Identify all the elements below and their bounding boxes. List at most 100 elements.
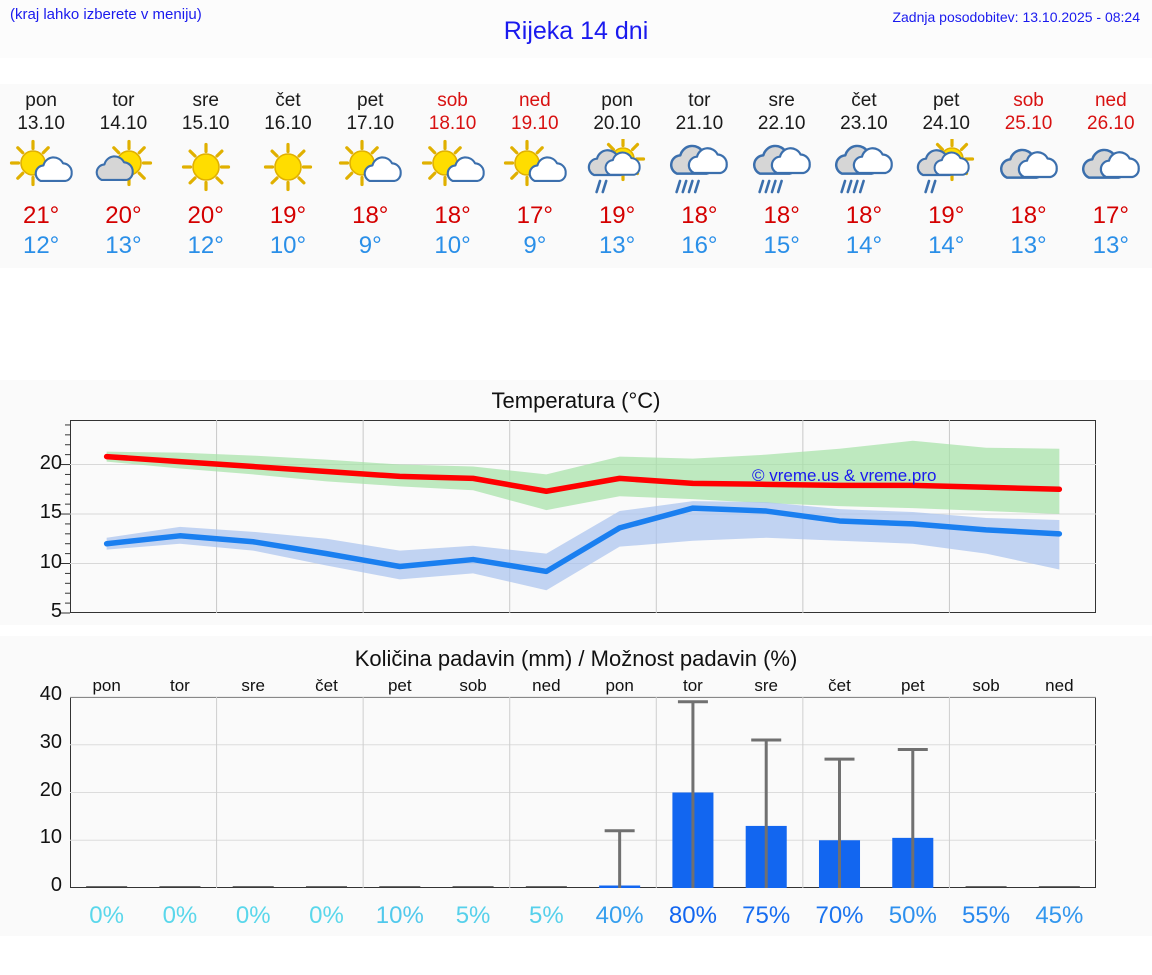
day-min-temp: 9° (358, 232, 382, 259)
day-name: čet (851, 90, 877, 111)
precipitation-day-label: čet (828, 676, 851, 695)
day-name: pet (933, 90, 960, 111)
day-min-temp: 16° (681, 232, 718, 259)
day-max-temp: 19° (269, 202, 307, 229)
precipitation-y-tick-label: 40 (39, 683, 62, 705)
day-min-temp: 14° (928, 232, 965, 259)
day-column[interactable]: ned 26.10 17° 13° (1070, 84, 1152, 268)
day-column[interactable]: sob 18.10 18° 10° (411, 84, 493, 268)
day-column[interactable]: čet 16.10 19° 10° (247, 84, 329, 268)
day-max-temp: 17° (516, 202, 553, 229)
weather-icon-sun-cloud (412, 139, 494, 195)
precipitation-chart-title: Količina padavin (mm) / Možnost padavin … (354, 646, 798, 671)
day-max-temp: 18° (845, 202, 883, 229)
day-column[interactable]: pon 13.10 21° 12° (0, 84, 82, 268)
day-column[interactable]: pet 17.10 18° 9° (329, 84, 411, 268)
day-max-temp: 18° (1010, 202, 1047, 229)
weather-icon-cloud (1070, 139, 1152, 195)
precipitation-y-tick-label: 20 (39, 778, 62, 801)
day-min-temp: 12° (22, 232, 60, 259)
day-date: 16.10 (264, 113, 312, 134)
day-max-temp: 21° (22, 202, 60, 229)
weather-icon-sun-cloud (494, 139, 576, 195)
weather-icon-sun-cloud (0, 139, 82, 195)
precipitation-probability-label: 0% (309, 902, 344, 929)
precipitation-probability-label: 0% (235, 902, 271, 929)
day-name: tor (688, 90, 711, 111)
weather-icon-sun (247, 139, 329, 195)
weather-icon-sun-cloud (329, 139, 411, 195)
day-name: sre (192, 90, 219, 111)
day-min-temp: 15° (763, 232, 800, 259)
day-max-temp: 17° (1092, 202, 1129, 229)
precipitation-probability-label: 80% (668, 902, 717, 929)
precipitation-day-label: pon (92, 676, 121, 695)
temperature-y-tick-label: 15 (39, 501, 62, 524)
day-date: 22.10 (757, 113, 806, 134)
day-min-temp: 13° (1092, 232, 1129, 259)
day-column[interactable]: sre 22.10 18° 15° (741, 84, 823, 268)
copyright-watermark: © vreme.us & vreme.pro (752, 466, 937, 485)
day-name: čet (275, 90, 301, 111)
day-column[interactable]: sob 25.10 18° 13° (987, 84, 1069, 268)
day-name: tor (112, 90, 135, 111)
precipitation-probability-label: 5% (455, 902, 491, 929)
day-date: 24.10 (922, 113, 970, 134)
weather-icon-cloud-rain (658, 139, 740, 195)
day-column[interactable]: sre 15.10 20° 12° (165, 84, 247, 268)
day-name: pet (357, 90, 384, 111)
day-column[interactable]: tor 14.10 20° 13° (82, 84, 164, 268)
day-name: sre (768, 90, 795, 111)
precipitation-probability-label: 50% (888, 902, 937, 929)
day-max-temp: 18° (434, 202, 471, 229)
day-date: 17.10 (346, 113, 395, 134)
day-date: 19.10 (511, 113, 559, 134)
precipitation-y-tick-label: 0 (50, 874, 62, 896)
day-name: ned (1094, 90, 1127, 111)
precipitation-day-label: pon (605, 676, 634, 695)
precipitation-probability-label: 40% (595, 902, 644, 929)
day-date: 21.10 (675, 113, 724, 134)
spacer-band-middle (0, 625, 1152, 636)
day-date: 15.10 (181, 113, 230, 134)
day-column[interactable]: ned 19.10 17° 9° (494, 84, 576, 268)
precipitation-probability-label: 55% (962, 902, 1011, 929)
day-min-temp: 13° (598, 232, 636, 259)
precipitation-probability-label: 10% (375, 902, 424, 929)
day-column[interactable]: pon 20.10 19° 13° (576, 84, 658, 268)
temperature-y-tick-label: 5 (50, 600, 62, 622)
day-name: pon (601, 90, 633, 111)
precipitation-probability-label: 0% (89, 902, 124, 929)
precipitation-y-tick-label: 10 (39, 826, 62, 849)
weather-icon-cloud (988, 139, 1070, 195)
day-min-temp: 10° (269, 232, 307, 259)
precipitation-day-label: pet (900, 676, 925, 695)
precipitation-day-label: sob (972, 676, 1000, 695)
precipitation-day-label: sob (459, 676, 487, 695)
page-title: Rijeka 14 dni (503, 17, 649, 45)
day-date: 18.10 (428, 113, 477, 134)
day-max-temp: 18° (352, 202, 389, 229)
temperature-chart-title: Temperatura (°C) (491, 388, 661, 413)
precipitation-probability-label: 45% (1035, 902, 1084, 929)
day-column[interactable]: tor 21.10 18° 16° (658, 84, 740, 268)
day-max-temp: 18° (681, 202, 718, 229)
day-column[interactable]: pet 24.10 19° 14° (905, 84, 987, 268)
precipitation-day-label: pet (387, 676, 412, 695)
day-max-temp: 20° (105, 202, 142, 229)
precipitation-probability-label: 0% (162, 902, 198, 929)
day-min-temp: 13° (1010, 232, 1047, 259)
day-max-temp: 19° (598, 202, 636, 229)
day-min-temp: 14° (845, 232, 883, 259)
weather-icon-sun (165, 139, 247, 195)
temperature-y-tick-label: 20 (39, 451, 62, 474)
precipitation-day-label: sre (754, 676, 779, 695)
day-max-temp: 19° (928, 202, 965, 229)
precipitation-probability-label: 5% (528, 902, 564, 929)
precipitation-y-tick-label: 30 (39, 730, 62, 753)
day-date: 25.10 (1004, 113, 1053, 134)
day-date: 20.10 (593, 113, 641, 134)
day-column[interactable]: čet 23.10 18° 14° (823, 84, 905, 268)
